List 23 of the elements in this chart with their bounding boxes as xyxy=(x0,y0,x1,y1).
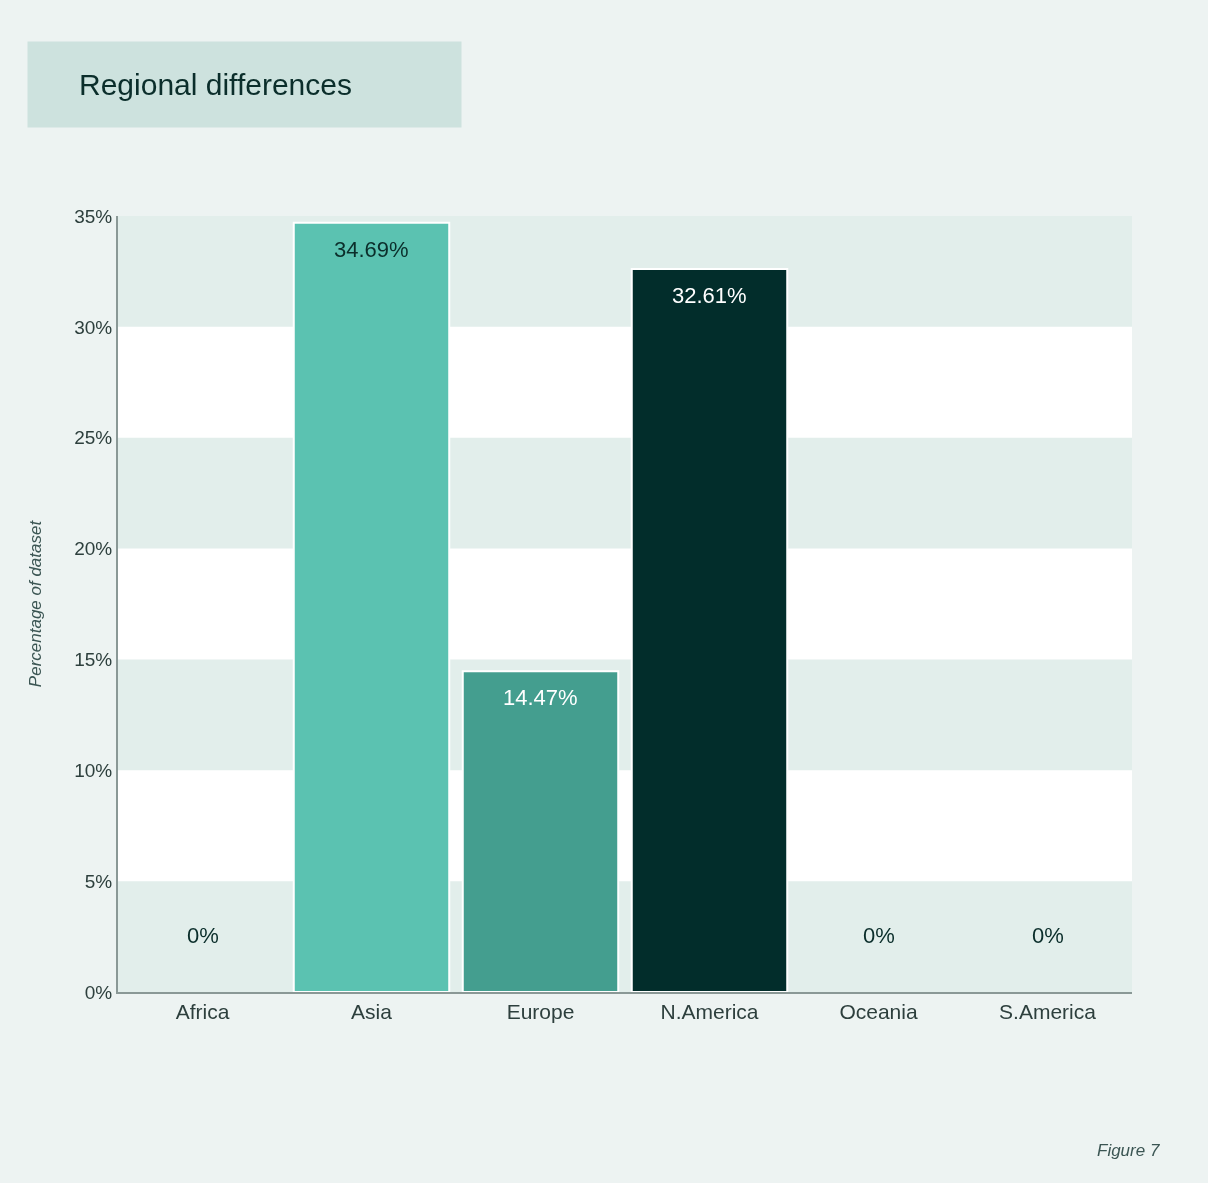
x-tick-label: N.America xyxy=(660,1000,759,1024)
y-tick-label: 0% xyxy=(84,981,113,1003)
data-label: 34.69% xyxy=(334,237,409,262)
data-label: 0% xyxy=(187,923,219,948)
y-tick-label: 30% xyxy=(74,316,113,338)
x-tick-label: S.America xyxy=(999,1000,1097,1024)
y-tick-label: 5% xyxy=(84,870,113,892)
data-label: 0% xyxy=(1032,923,1064,948)
y-tick-label: 10% xyxy=(74,759,113,781)
chart-title: Regional differences xyxy=(54,68,436,101)
x-tick-label: Asia xyxy=(351,1000,393,1024)
x-tick-label: Oceania xyxy=(839,1000,918,1024)
y-axis-title: Percentage of dataset xyxy=(26,519,46,688)
x-tick-label: Africa xyxy=(175,1000,230,1024)
data-label: 32.61% xyxy=(672,283,747,308)
y-tick-label: 35% xyxy=(74,205,113,227)
y-tick-label: 20% xyxy=(74,538,113,560)
y-tick-label: 15% xyxy=(74,649,113,671)
data-label: 14.47% xyxy=(503,685,578,710)
caption: Figure 7 xyxy=(1097,1141,1160,1160)
y-tick-label: 25% xyxy=(74,427,113,449)
x-tick-label: Europe xyxy=(506,1000,575,1024)
data-label: 0% xyxy=(863,923,895,948)
